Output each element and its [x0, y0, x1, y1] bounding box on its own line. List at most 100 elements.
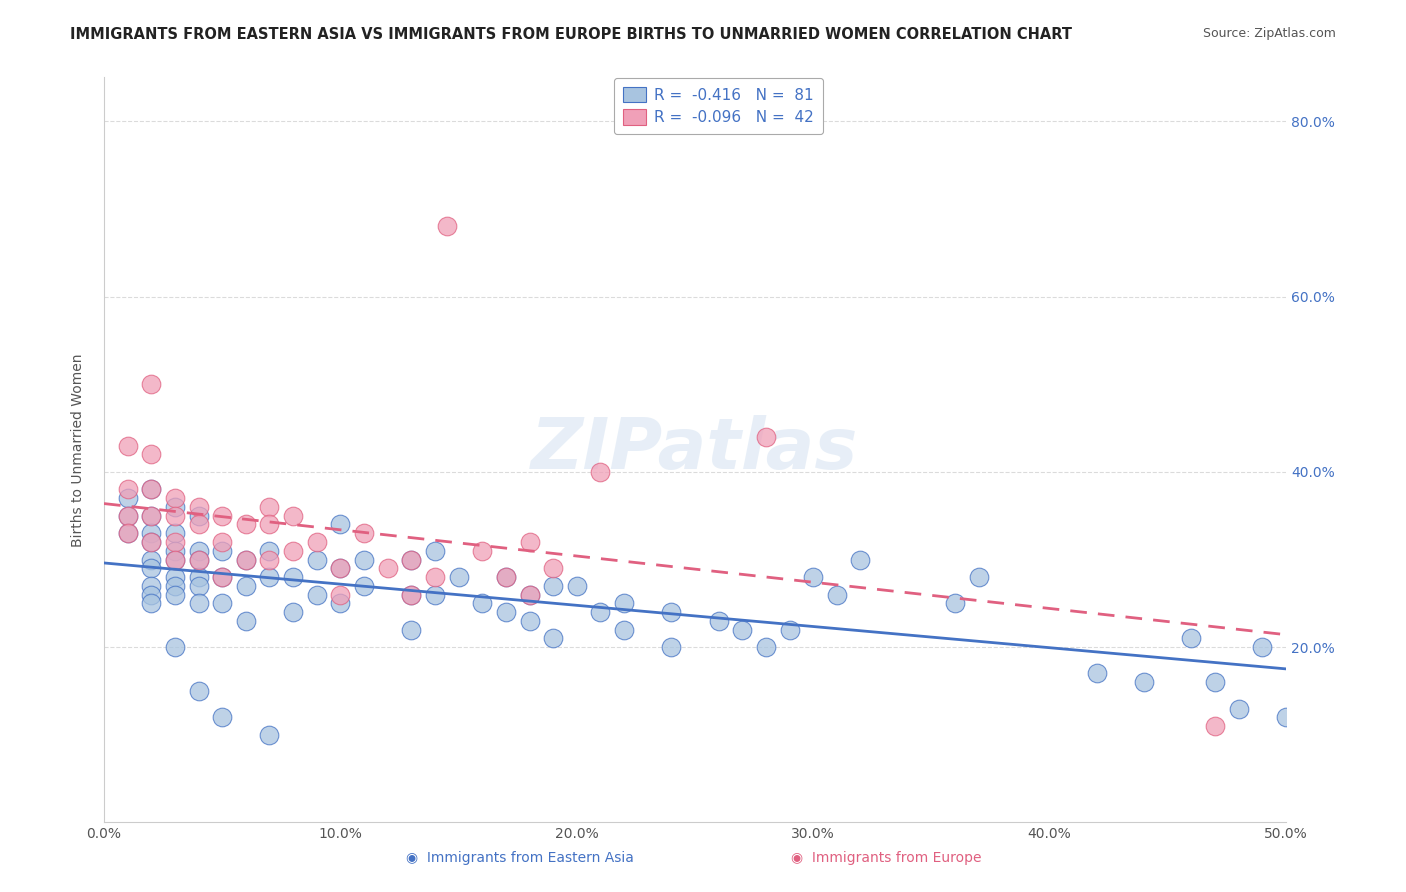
Point — [141, 483, 163, 497]
Point — [471, 543, 494, 558]
Point — [141, 377, 163, 392]
Point — [353, 579, 375, 593]
Point — [1251, 640, 1274, 655]
Point — [163, 491, 186, 505]
Point — [259, 728, 281, 742]
Point — [141, 552, 163, 566]
Point — [401, 552, 423, 566]
Point — [281, 570, 304, 584]
Point — [235, 517, 257, 532]
Point — [187, 517, 209, 532]
Point — [329, 561, 352, 575]
Point — [187, 508, 209, 523]
Point — [211, 596, 233, 610]
Point — [353, 526, 375, 541]
Point — [423, 588, 446, 602]
Point — [117, 508, 139, 523]
Point — [495, 605, 517, 619]
Point — [1204, 719, 1226, 733]
Point — [401, 588, 423, 602]
Point — [329, 596, 352, 610]
Point — [541, 632, 564, 646]
Text: ZIPatlas: ZIPatlas — [531, 416, 859, 484]
Point — [235, 552, 257, 566]
Point — [259, 552, 281, 566]
Point — [731, 623, 754, 637]
Point — [329, 561, 352, 575]
Point — [801, 570, 824, 584]
Point — [141, 508, 163, 523]
Y-axis label: Births to Unmarried Women: Births to Unmarried Women — [72, 353, 86, 547]
Point — [305, 588, 328, 602]
Point — [117, 526, 139, 541]
Point — [117, 508, 139, 523]
Point — [613, 596, 636, 610]
Point — [141, 483, 163, 497]
Point — [519, 588, 541, 602]
Point — [163, 579, 186, 593]
Point — [707, 614, 730, 628]
Point — [117, 439, 139, 453]
Point — [141, 579, 163, 593]
Point — [519, 614, 541, 628]
Point — [1133, 675, 1156, 690]
Point — [519, 535, 541, 549]
Point — [259, 570, 281, 584]
Point — [163, 640, 186, 655]
Point — [187, 552, 209, 566]
Point — [163, 508, 186, 523]
Point — [163, 552, 186, 566]
Point — [211, 710, 233, 724]
Text: ◉  Immigrants from Europe: ◉ Immigrants from Europe — [790, 851, 981, 865]
Point — [495, 570, 517, 584]
Point — [281, 605, 304, 619]
Point — [187, 552, 209, 566]
Text: Source: ZipAtlas.com: Source: ZipAtlas.com — [1202, 27, 1336, 40]
Point — [187, 500, 209, 514]
Point — [329, 517, 352, 532]
Point — [163, 500, 186, 514]
Point — [235, 579, 257, 593]
Point — [541, 579, 564, 593]
Point — [1227, 701, 1250, 715]
Point — [141, 561, 163, 575]
Point — [211, 508, 233, 523]
Point — [401, 623, 423, 637]
Point — [613, 623, 636, 637]
Point — [519, 588, 541, 602]
Point — [401, 552, 423, 566]
Point — [423, 543, 446, 558]
Point — [755, 640, 778, 655]
Point — [779, 623, 801, 637]
Point — [141, 535, 163, 549]
Point — [305, 552, 328, 566]
Point — [259, 517, 281, 532]
Point — [141, 588, 163, 602]
Text: IMMIGRANTS FROM EASTERN ASIA VS IMMIGRANTS FROM EUROPE BIRTHS TO UNMARRIED WOMEN: IMMIGRANTS FROM EASTERN ASIA VS IMMIGRAN… — [70, 27, 1073, 42]
Point — [589, 605, 612, 619]
Point — [661, 605, 683, 619]
Text: ◉  Immigrants from Eastern Asia: ◉ Immigrants from Eastern Asia — [406, 851, 634, 865]
Point — [163, 552, 186, 566]
Point — [967, 570, 990, 584]
Point — [117, 526, 139, 541]
Point — [377, 561, 399, 575]
Point — [211, 535, 233, 549]
Point — [943, 596, 966, 610]
Point — [495, 570, 517, 584]
Legend: R =  -0.416   N =  81, R =  -0.096   N =  42: R = -0.416 N = 81, R = -0.096 N = 42 — [614, 78, 823, 134]
Point — [259, 543, 281, 558]
Point — [1204, 675, 1226, 690]
Point — [281, 508, 304, 523]
Point — [235, 614, 257, 628]
Point — [211, 570, 233, 584]
Point — [235, 552, 257, 566]
Point — [825, 588, 848, 602]
Point — [589, 465, 612, 479]
Point — [141, 447, 163, 461]
Point — [141, 526, 163, 541]
Point — [329, 588, 352, 602]
Point — [163, 526, 186, 541]
Point — [141, 508, 163, 523]
Point — [117, 483, 139, 497]
